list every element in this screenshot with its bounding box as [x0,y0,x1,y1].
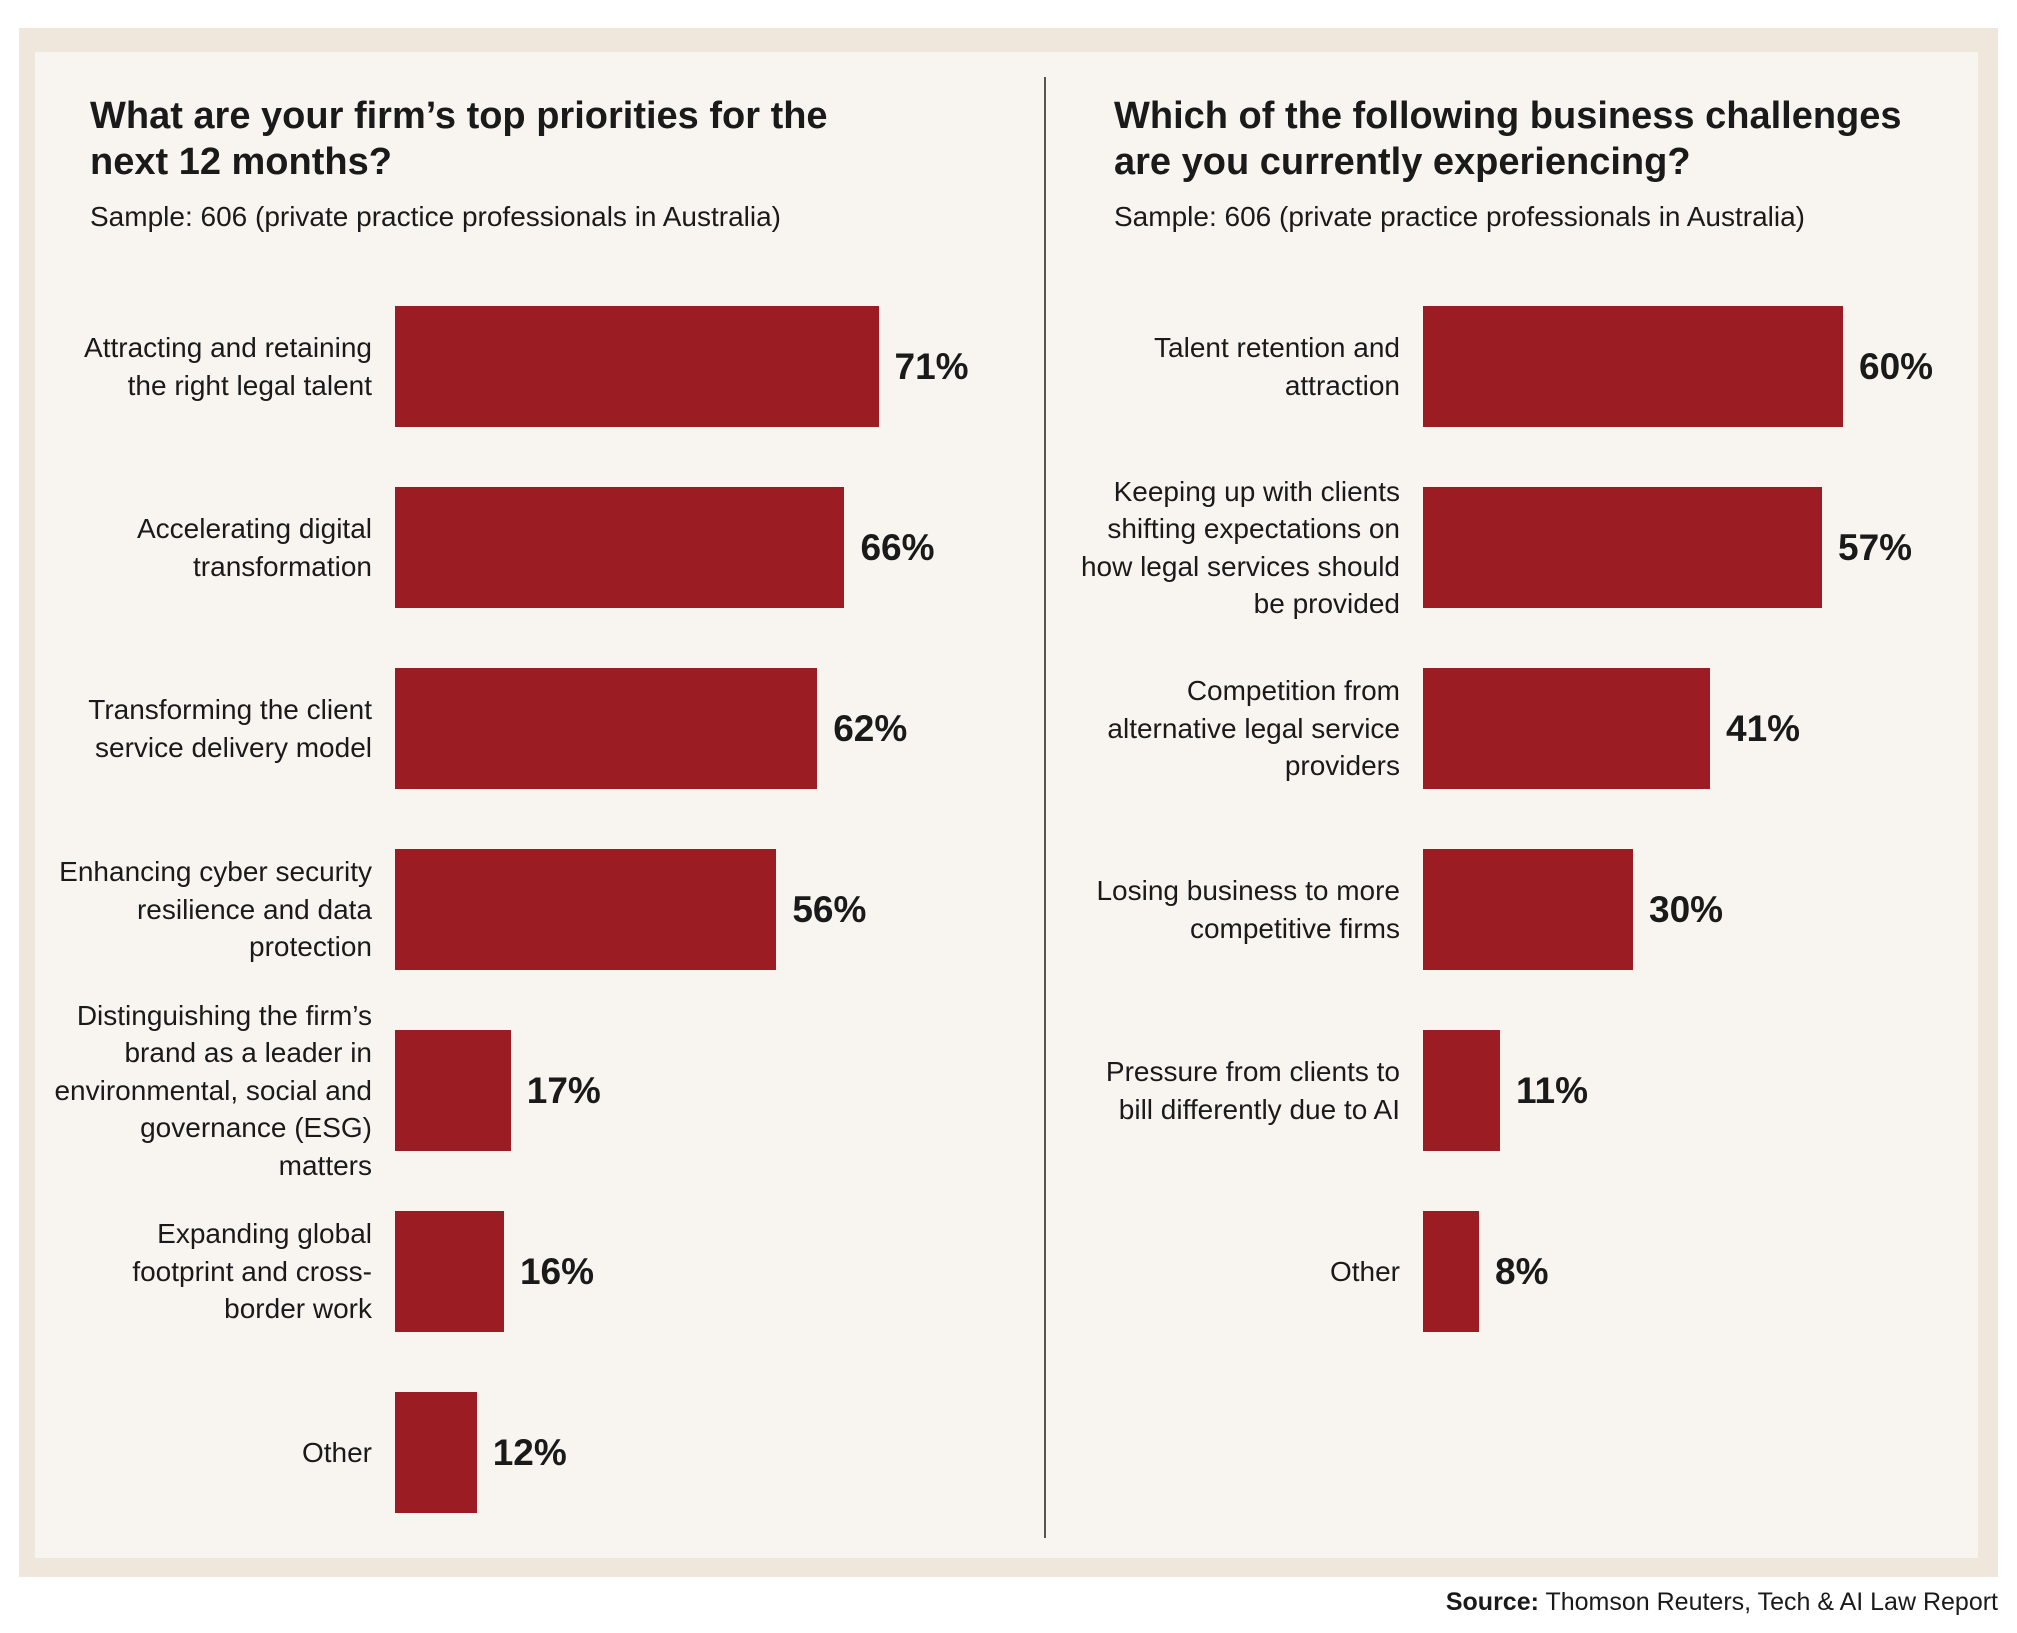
value-label: 30% [1649,888,1724,930]
category-label: Transforming the client service delivery… [88,694,372,763]
value-label: 8% [1495,1250,1549,1292]
category-label: Pressure from clients to bill differentl… [1105,1056,1400,1125]
category-label: Other [301,1436,372,1468]
category-label: Expanding global footprint and cross-bor… [132,1218,372,1325]
chart-subtitle: Sample: 606 (private practice profession… [90,201,782,232]
bar [1423,849,1633,970]
value-label: 17% [526,1069,601,1111]
value-label: 41% [1726,707,1801,749]
bar [1423,1211,1479,1332]
bar [1423,306,1843,427]
category-label: Keeping up with clients shifting expecta… [1080,475,1400,620]
divider [1044,77,1046,1538]
category-label: Enhancing cyber security resilience and … [59,856,372,963]
bar [1423,1030,1500,1151]
value-label: 11% [1516,1069,1589,1111]
category-label: Competition from alternative legal servi… [1107,675,1400,782]
bar [395,668,818,789]
category-label: Losing business to more competitive firm… [1096,875,1400,944]
category-label: Distinguishing the firm’s brand as a lea… [54,999,372,1181]
value-label: 56% [792,888,867,930]
bar [395,1392,477,1513]
bar [395,849,777,970]
source-label: Source: [1445,1588,1539,1616]
bar [395,1211,504,1332]
value-label: 57% [1838,526,1913,568]
category-label: Accelerating digital transformation [136,513,372,582]
bar [395,487,845,608]
value-label: 66% [860,526,935,568]
source: Source: Thomson Reuters, Tech & AI Law R… [1446,1588,1998,1617]
panel [35,52,1978,1558]
bar [1423,487,1822,608]
source-text: Thomson Reuters, Tech & AI Law Report [1545,1588,1998,1616]
value-label: 60% [1859,345,1934,387]
value-label: 62% [833,707,908,749]
value-label: 71% [894,345,969,387]
chart-title: What are your firm’s top priorities for … [90,95,828,183]
bar [395,306,879,427]
category-label: Talent retention and attraction [1154,332,1400,401]
bar [1423,668,1710,789]
category-label: Attracting and retaining the right legal… [84,332,372,401]
chart-title: Which of the following business challeng… [1114,95,1902,183]
chart-subtitle: Sample: 606 (private practice profession… [1114,201,1806,232]
bar [395,1030,511,1151]
value-label: 16% [519,1250,595,1292]
value-label: 12% [492,1431,567,1473]
category-label: Other [1329,1255,1400,1287]
